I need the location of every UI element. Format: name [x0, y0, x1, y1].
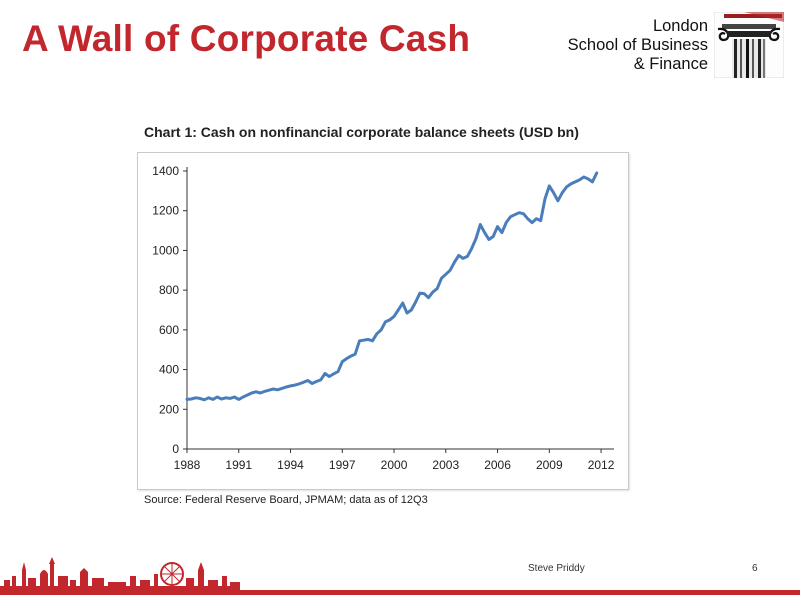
series-line-1 — [185, 171, 599, 402]
y-tick-label: 1400 — [152, 164, 179, 178]
ionic-column-icon — [714, 12, 784, 78]
logo-line-1: London — [652, 17, 708, 35]
chart-source: Source: Federal Reserve Board, JPMAM; da… — [144, 494, 428, 506]
x-tick-label: 2012 — [588, 458, 615, 472]
footer-divider — [0, 590, 800, 595]
x-tick-label: 1997 — [329, 458, 356, 472]
logo-line-3: & Finance — [633, 55, 708, 73]
chart-title: Chart 1: Cash on nonfinancial corporate … — [144, 124, 579, 140]
x-tick-label: 2009 — [536, 458, 563, 472]
y-tick-label: 0 — [172, 442, 179, 456]
y-tick-label: 800 — [159, 283, 179, 297]
slide-title: A Wall of Corporate Cash — [22, 18, 471, 59]
x-tick-label: 2003 — [432, 458, 459, 472]
chart-frame — [137, 152, 629, 490]
y-tick-label: 600 — [159, 323, 179, 337]
footer-author: Steve Priddy — [528, 563, 585, 574]
x-tick-label: 2000 — [381, 458, 408, 472]
x-tick-label: 1991 — [225, 458, 252, 472]
x-tick-label: 1994 — [277, 458, 304, 472]
y-tick-label: 1200 — [152, 204, 179, 218]
page-number: 6 — [752, 563, 758, 574]
logo-text: London School of Business & Finance — [568, 17, 708, 74]
logo-line-2: School of Business — [567, 36, 708, 54]
y-tick-label: 400 — [159, 363, 179, 377]
y-tick-label: 1000 — [152, 243, 179, 257]
x-tick-label: 2006 — [484, 458, 511, 472]
school-logo: London School of Business & Finance — [560, 12, 786, 80]
x-tick-label: 1988 — [174, 458, 201, 472]
london-skyline-icon — [0, 557, 240, 590]
y-tick-label: 200 — [159, 402, 179, 416]
line-chart: 0 200 400 600 800 1000 1200 1400 1988 1991 1994 199… — [152, 164, 615, 472]
